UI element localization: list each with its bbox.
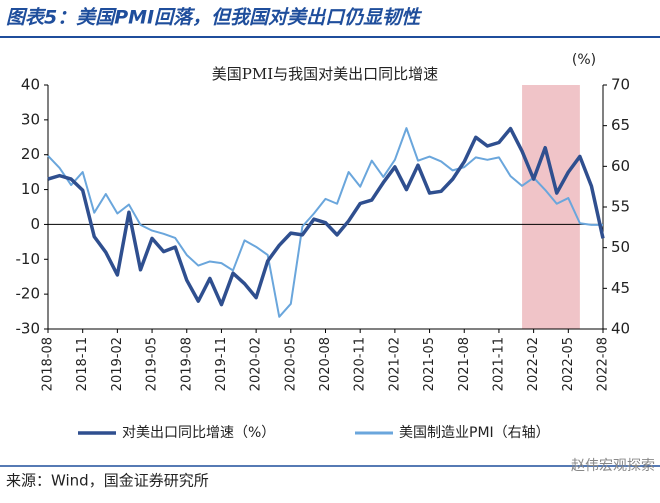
legend-label: 美国制造业PMI（右轴） <box>399 425 550 441</box>
y2-tick-label: 45 <box>611 279 630 297</box>
y-tick-label: 20 <box>21 145 40 163</box>
x-tick-label: 2018-08 <box>41 337 56 391</box>
series-line <box>47 126 605 307</box>
x-tick-label: 2019-08 <box>179 337 194 391</box>
y2-tick-label: 50 <box>611 238 630 256</box>
x-tick-label: 2022-02 <box>526 337 541 391</box>
x-tick-label: 2020-02 <box>249 337 264 391</box>
x-tick-label: 2019-11 <box>214 337 229 391</box>
y2-unit: (%) <box>572 52 596 68</box>
x-tick-label: 2021-08 <box>457 337 472 391</box>
y-tick-label: -10 <box>16 250 41 268</box>
y-tick-label: 40 <box>21 76 40 94</box>
chart-title: 美国PMI与我国对美出口同比增速 <box>212 65 438 83</box>
y2-tick-label: 40 <box>611 320 630 338</box>
x-tick-label: 2021-11 <box>491 337 506 391</box>
x-tick-label: 2019-05 <box>145 337 160 391</box>
y-tick-label: 30 <box>21 110 40 128</box>
y2-tick-label: 70 <box>611 76 630 94</box>
x-tick-label: 2019-02 <box>110 337 125 391</box>
legend-label: 对美出口同比增速（%） <box>122 425 275 441</box>
x-tick-label: 2022-08 <box>596 337 611 391</box>
x-tick-label: 2020-08 <box>318 337 333 391</box>
x-tick-label: 2020-05 <box>283 337 298 391</box>
y-tick-label: 0 <box>30 215 40 233</box>
y2-tick-label: 55 <box>611 198 630 216</box>
y-tick-label: -20 <box>16 285 41 303</box>
x-tick-label: 2021-05 <box>422 337 437 391</box>
page-title: 图表5：美国PMI回落，但我国对美出口仍显韧性 <box>6 7 423 29</box>
y2-tick-label: 60 <box>611 157 630 175</box>
x-tick-label: 2022-05 <box>561 337 576 391</box>
source: 来源：Wind，国金证券研究所 <box>6 472 209 490</box>
y-tick-label: -30 <box>16 320 41 338</box>
y2-tick-label: 65 <box>611 116 630 134</box>
series-line <box>47 127 603 318</box>
x-tick-label: 2021-02 <box>387 337 402 391</box>
highlight-band <box>522 85 580 329</box>
watermark: 赵伟宏观探索 <box>571 457 655 474</box>
x-tick-label: 2018-11 <box>75 337 90 391</box>
y-tick-label: 10 <box>21 180 40 198</box>
x-tick-label: 2020-11 <box>353 337 368 391</box>
